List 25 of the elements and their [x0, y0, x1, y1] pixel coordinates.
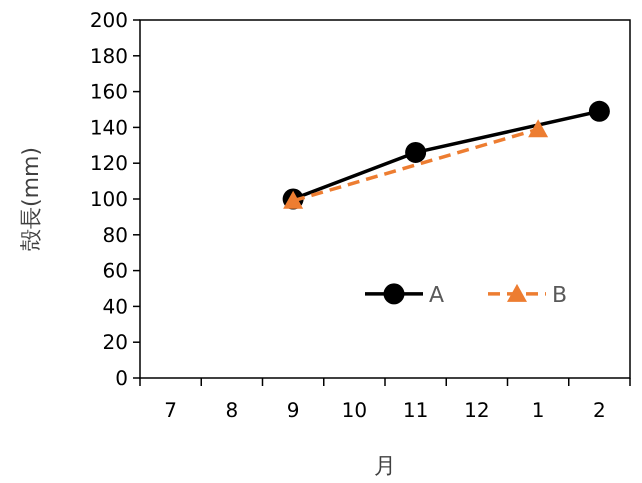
y-tick-label: 160: [90, 80, 128, 104]
y-tick-label: 100: [90, 187, 128, 211]
x-tick-label: 10: [342, 398, 368, 422]
y-tick-label: 200: [90, 8, 128, 32]
x-axis-title: 月: [374, 454, 396, 479]
x-tick-label: 7: [164, 398, 177, 422]
point: [405, 142, 426, 163]
y-tick-label: 140: [90, 115, 128, 140]
x-tick-label: 12: [464, 398, 490, 422]
point: [588, 100, 610, 122]
y-tick-label: 80: [102, 222, 128, 247]
legend-label: B: [552, 282, 568, 308]
y-axis-title: 殻長(mm): [19, 146, 44, 252]
x-tick-label: 2: [593, 398, 606, 422]
y-tick-label: 60: [102, 258, 128, 283]
x-tick-label: 9: [286, 398, 300, 422]
legend-label: A: [429, 282, 444, 308]
x-tick-label: 8: [226, 398, 238, 422]
y-tick-label: 0: [115, 366, 128, 390]
y-tick-label: 40: [102, 294, 128, 318]
y-tick-label: 180: [90, 44, 128, 68]
x-tick-label: 1: [532, 398, 544, 422]
x-tick-label: 11: [402, 398, 428, 422]
y-tick-label: 120: [90, 151, 128, 176]
y-tick-label: 20: [102, 330, 128, 354]
